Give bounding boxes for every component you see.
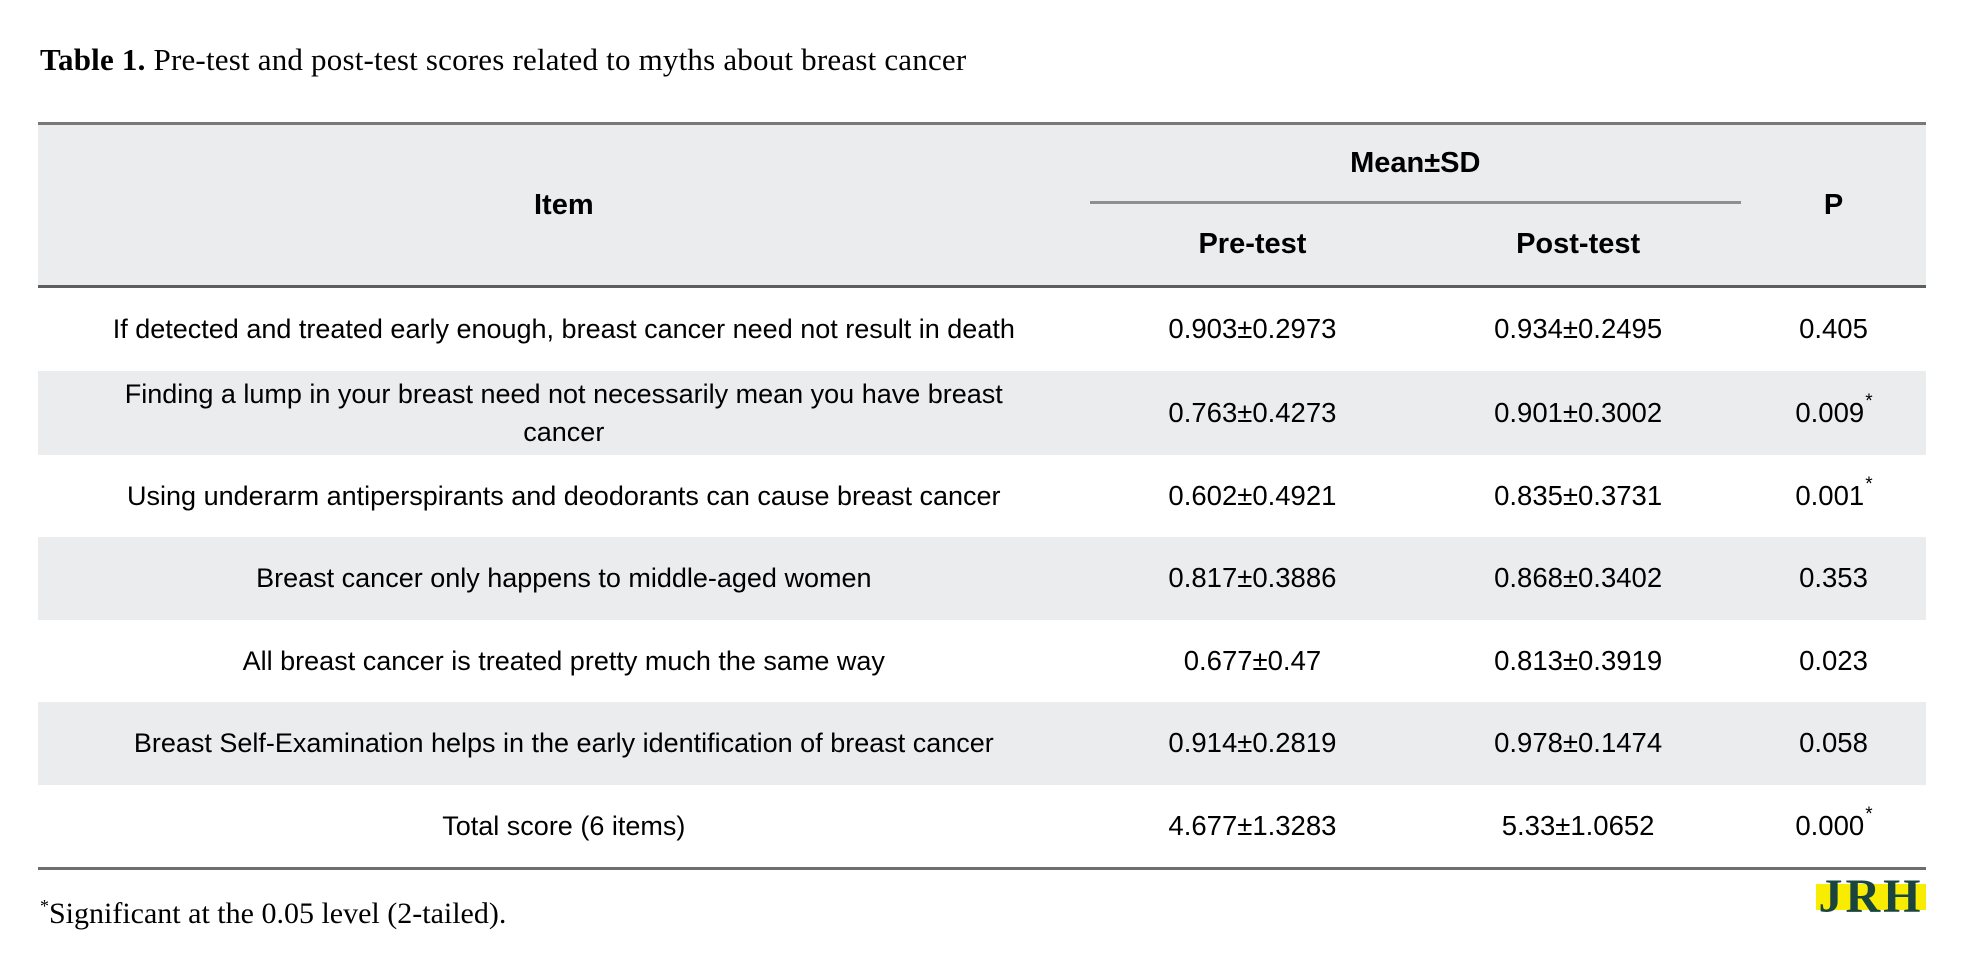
table-row: All breast cancer is treated pretty much… — [38, 620, 1926, 703]
p-value-cell: 0.353 — [1799, 562, 1868, 594]
p-value-cell: 0.023 — [1799, 644, 1868, 676]
posttest-cell: 0.868±0.3402 — [1494, 562, 1663, 594]
results-table: Item Mean±SD Pre-test Post-test P If det… — [38, 122, 1926, 870]
table-row: Finding a lump in your breast need not n… — [38, 370, 1926, 455]
column-header-item: Item — [533, 188, 594, 221]
table-body: If detected and treated early enough, br… — [38, 288, 1926, 867]
table-row: Using underarm antiperspirants and deodo… — [38, 455, 1926, 538]
table-header: Item Mean±SD Pre-test Post-test P — [38, 125, 1926, 288]
posttest-cell: 0.901±0.3002 — [1494, 396, 1663, 428]
pretest-cell: 0.602±0.4921 — [1168, 479, 1337, 511]
posttest-cell: 0.934±0.2495 — [1494, 313, 1663, 345]
posttest-cell: 0.813±0.3919 — [1494, 644, 1663, 676]
column-header-mean-sd: Mean±SD — [1350, 146, 1481, 179]
footnote-text: Significant at the 0.05 level (2-tailed)… — [49, 897, 507, 930]
posttest-cell: 0.835±0.3731 — [1494, 479, 1663, 511]
significance-footnote: *Significant at the 0.05 level (2-tailed… — [40, 896, 506, 931]
column-header-p: P — [1823, 188, 1844, 221]
table-caption: Table 1. Pre-test and post-test scores r… — [40, 42, 966, 78]
pretest-cell: 0.817±0.3886 — [1168, 562, 1337, 594]
pretest-cell: 4.677±1.3283 — [1168, 809, 1337, 841]
column-header-pre-test: Pre-test — [1198, 228, 1307, 260]
mean-sd-divider — [1089, 201, 1741, 204]
mean-sd-subheaders: Pre-test Post-test — [1090, 204, 1741, 285]
p-value-cell: 0.058 — [1799, 727, 1868, 759]
posttest-cell: 0.978±0.1474 — [1494, 727, 1663, 759]
journal-logo: JRH — [1816, 873, 1926, 934]
item-cell: Breast cancer only happens to middle-age… — [256, 563, 872, 594]
column-group-mean-sd: Mean±SD Pre-test Post-test — [1089, 125, 1741, 285]
item-cell: If detected and treated early enough, br… — [112, 314, 1015, 345]
pretest-cell: 0.903±0.2973 — [1168, 313, 1337, 345]
p-value-cell: 0.405 — [1799, 313, 1868, 345]
journal-logo-text: JRH — [1818, 870, 1924, 923]
table-row-total: Total score (6 items) 4.677±1.3283 5.33±… — [38, 785, 1926, 868]
p-value-cell: 0.009 * — [1795, 390, 1873, 428]
p-value-cell: 0.001 * — [1795, 473, 1873, 511]
pretest-cell: 0.677±0.47 — [1183, 644, 1322, 676]
item-cell: Breast Self-Examination helps in the ear… — [133, 728, 994, 759]
item-cell: Finding a lump in your breast need not n… — [124, 378, 1003, 447]
footnote-marker: * — [40, 896, 49, 916]
table-caption-label: Table 1. — [40, 42, 146, 77]
table-caption-text: Pre-test and post-test scores related to… — [145, 42, 967, 77]
table-row: Breast cancer only happens to middle-age… — [38, 537, 1926, 620]
table-row: If detected and treated early enough, br… — [38, 288, 1926, 371]
item-cell: All breast cancer is treated pretty much… — [242, 645, 885, 676]
item-cell: Total score (6 items) — [442, 810, 686, 841]
p-value-cell: 0.000 * — [1795, 803, 1873, 841]
column-header-post-test: Post-test — [1516, 228, 1641, 260]
pretest-cell: 0.763±0.4273 — [1168, 396, 1337, 428]
posttest-cell: 5.33±1.0652 — [1501, 809, 1655, 841]
pretest-cell: 0.914±0.2819 — [1168, 727, 1337, 759]
table-row: Breast Self-Examination helps in the ear… — [38, 702, 1926, 785]
journal-logo-band — [1816, 884, 1926, 910]
item-cell: Using underarm antiperspirants and deodo… — [127, 480, 1001, 511]
